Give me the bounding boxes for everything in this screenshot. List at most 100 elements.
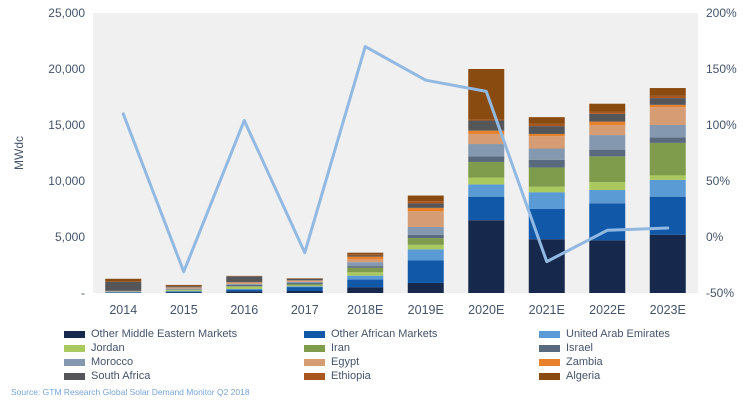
bar-segment-iran: [407, 238, 444, 245]
bar-segment-jordan: [165, 290, 202, 292]
x-axis-tick: 2019E: [408, 303, 444, 317]
bar-segment-ethiopia: [347, 254, 384, 256]
left-axis-tick: 20,000: [48, 62, 85, 76]
chart-legend: Other Middle Eastern Markets Jordan Morocc…: [0, 327, 750, 385]
bar-segment-ethiopia: [528, 123, 565, 127]
bar-segment-morocco: [468, 144, 505, 157]
legend-label: Jordan: [91, 342, 125, 354]
bar-segment-iran: [649, 142, 686, 176]
right-axis-tick: 100%: [706, 118, 737, 132]
bar-segment-zambia: [528, 133, 565, 137]
bar-segment-jordan: [286, 285, 323, 287]
bar-segment-south-africa: [589, 113, 626, 122]
bar-segment-south-africa: [105, 281, 142, 291]
bar-segment-other-middle-eastern-markets: [649, 234, 686, 293]
bar-segment-israel: [286, 282, 323, 285]
bar-segment-other-african-markets: [468, 196, 505, 221]
bar-segment-other-middle-eastern-markets: [528, 239, 565, 293]
legend-swatch-icon: [539, 372, 560, 380]
legend-item-south-africa: South Africa: [64, 369, 237, 383]
bar-segment-other-middle-eastern-markets: [165, 292, 202, 293]
bar-segment-israel: [468, 156, 505, 162]
bar-segment-jordan: [468, 177, 505, 185]
bar-segment-morocco: [407, 226, 444, 235]
bar-segment-other-middle-eastern-markets: [286, 290, 323, 293]
bar-segment-zambia: [347, 256, 384, 260]
bar-segment-united-arab-emirates: [226, 288, 263, 290]
legend-label: United Arab Emirates: [566, 328, 670, 340]
bar-segment-zambia: [649, 104, 686, 108]
source-note: Source: GTM Research Global Solar Demand…: [11, 387, 250, 397]
x-axis-tick: 2023E: [650, 303, 686, 317]
x-axis-tick: 2018E: [347, 303, 383, 317]
bar-segment-other-african-markets: [347, 279, 384, 288]
legend-swatch-icon: [64, 358, 85, 366]
left-axis-tick: 10,000: [48, 174, 85, 188]
bar-segment-south-africa: [649, 98, 686, 105]
bar-segment-united-arab-emirates: [589, 189, 626, 204]
bar-segment-algeria: [407, 195, 444, 202]
legend-swatch-icon: [539, 344, 560, 352]
legend-label: Algeria: [566, 370, 601, 382]
legend-item-egypt: Egypt: [304, 355, 437, 369]
stacked-bar-chart-svg: 25,000 20,000 15,000 10,000 5,000 - 200% 150% 10…: [48, 6, 737, 317]
bar-segment-ethiopia: [589, 111, 626, 114]
legend-label: Israel: [566, 342, 593, 354]
bar-segment-south-africa: [468, 120, 505, 131]
bar-segment-morocco: [347, 262, 384, 267]
bar-segment-egypt: [589, 125, 626, 136]
right-axis-tick: 150%: [706, 62, 737, 76]
legend-swatch-icon: [64, 372, 85, 380]
bar-segment-other-african-markets: [226, 289, 263, 292]
bar-segment-israel: [589, 149, 626, 157]
bar-segment-egypt: [347, 259, 384, 263]
left-axis-tick: -: [81, 286, 85, 300]
legend-label: Zambia: [566, 356, 603, 368]
x-axis-tick: 2016: [230, 303, 258, 317]
bar-segment-morocco: [649, 125, 686, 138]
left-axis-tick: 15,000: [48, 118, 85, 132]
legend-swatch-icon: [64, 330, 85, 338]
bar-segment-israel: [649, 137, 686, 143]
x-axis-tick: 2017: [291, 303, 319, 317]
bar-segment-egypt: [528, 136, 565, 149]
legend-label: Morocco: [91, 356, 134, 368]
left-axis-tick: 25,000: [48, 6, 85, 20]
right-axis-tick: 0%: [706, 230, 724, 244]
legend-item-iran: Iran: [304, 341, 437, 355]
legend-label: Other African Markets: [331, 328, 438, 340]
x-axis-tick: 2021E: [529, 303, 565, 317]
bar-segment-south-africa: [347, 255, 384, 257]
bar-segment-egypt: [407, 211, 444, 227]
bar-segment-algeria: [347, 252, 384, 255]
bar-segment-jordan: [347, 272, 384, 276]
bar-segment-iran: [347, 267, 384, 273]
bar-segment-morocco: [226, 283, 263, 285]
right-axis-tick: 200%: [706, 6, 737, 20]
bar-segment-egypt: [286, 280, 323, 282]
bar-segment-egypt: [226, 282, 263, 284]
bar-segment-morocco: [286, 281, 323, 283]
bar-segment-other-middle-eastern-markets: [589, 240, 626, 293]
legend-swatch-icon: [539, 330, 560, 338]
bar-segment-zambia: [468, 130, 505, 134]
legend-item-algeria: Algeria: [539, 369, 670, 383]
legend-swatch-icon: [304, 330, 325, 338]
legend-swatch-icon: [64, 344, 85, 352]
bar-segment-ethiopia: [468, 119, 505, 121]
bar-segment-iran: [226, 286, 263, 287]
legend-column-3: United Arab Emirates Israel Zambia Algeria: [539, 327, 670, 383]
x-axis-tick: 2015: [170, 303, 198, 317]
bar-segment-other-african-markets: [286, 287, 323, 291]
bar-segment-israel: [528, 159, 565, 168]
y-axis-title: MWdc: [12, 136, 26, 170]
legend-label: Iran: [331, 342, 350, 354]
legend-label: Other Middle Eastern Markets: [91, 328, 238, 340]
legend-column-1: Other Middle Eastern Markets Jordan Morocc…: [64, 327, 237, 383]
bar-segment-algeria: [105, 278, 142, 282]
bar-segment-iran: [468, 161, 505, 178]
bar-segment-south-africa: [528, 126, 565, 134]
growth-line: [121, 45, 670, 274]
legend-item-jordan: Jordan: [64, 341, 237, 355]
bar-segment-morocco: [165, 288, 202, 290]
